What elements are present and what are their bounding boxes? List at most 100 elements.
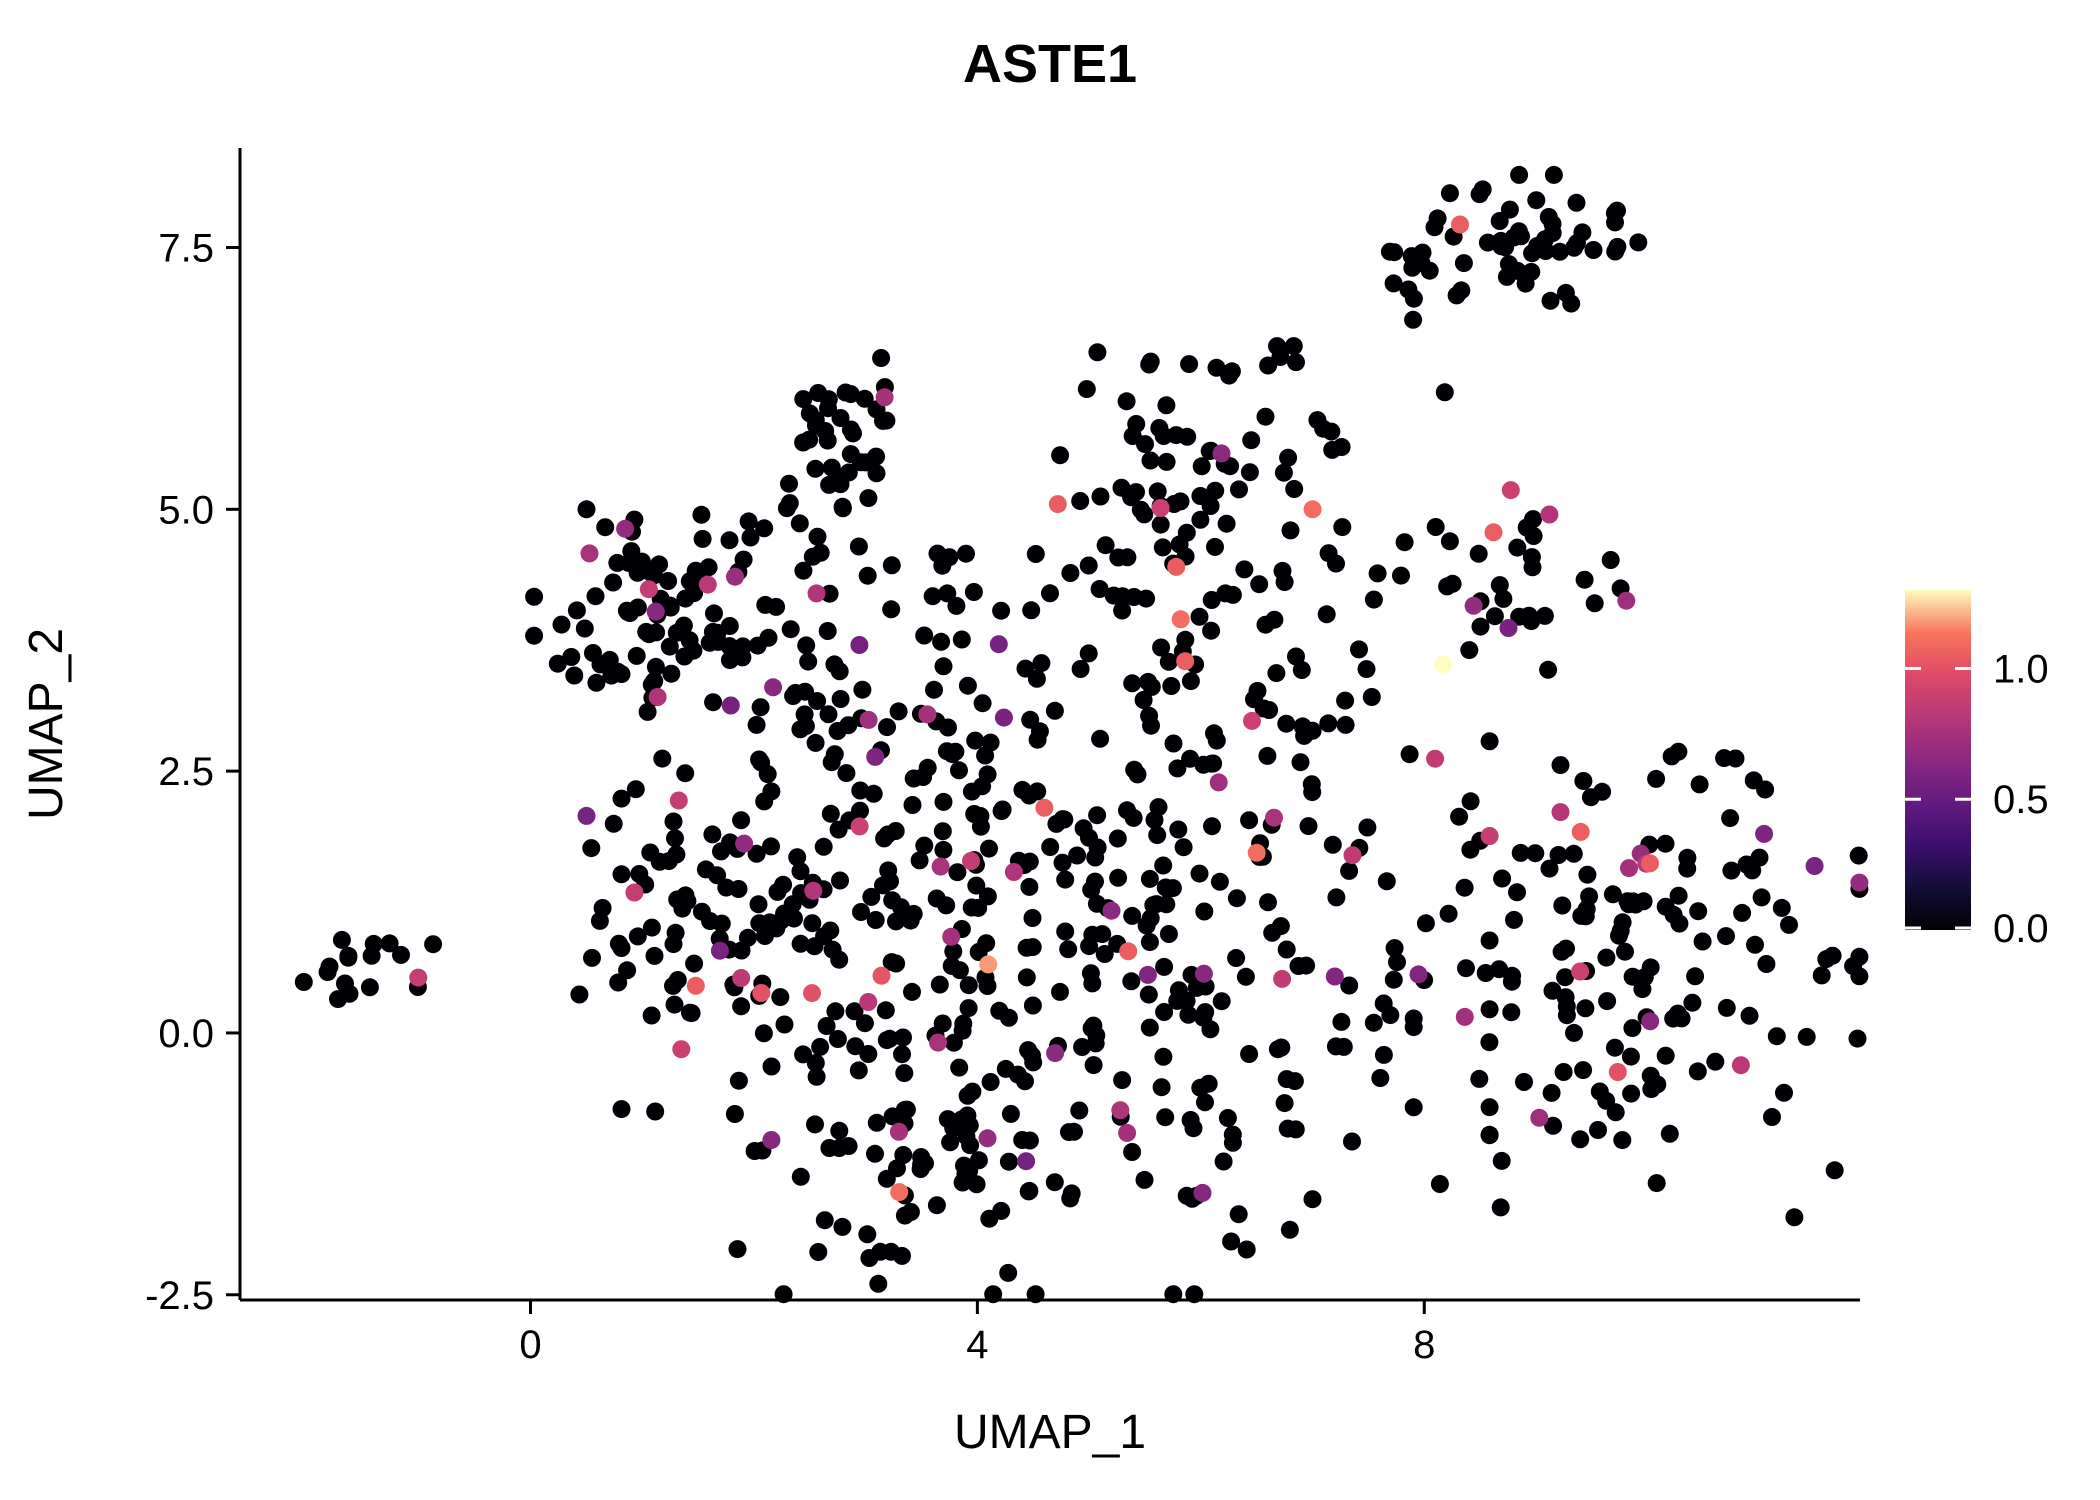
data-point [1469, 544, 1488, 563]
data-point [1635, 968, 1654, 987]
data-point [1179, 1005, 1198, 1024]
data-point [604, 814, 623, 833]
data-point [1565, 1023, 1583, 1042]
data-point [805, 937, 824, 956]
data-point [1068, 846, 1087, 865]
data-point [1740, 1006, 1759, 1025]
data-point [1016, 659, 1035, 678]
data-point [1584, 241, 1603, 259]
data-point [961, 1136, 980, 1155]
data-point [1617, 591, 1636, 610]
data-point [612, 865, 631, 884]
data-point [1656, 834, 1675, 853]
data-point [609, 934, 628, 953]
data-point [640, 562, 659, 581]
data-point [1620, 859, 1638, 878]
data-point [1277, 1070, 1296, 1089]
data-point [1141, 352, 1160, 371]
data-point [767, 919, 786, 938]
data-point [1519, 606, 1538, 625]
data-point [525, 626, 544, 645]
data-point [1848, 1029, 1867, 1048]
data-point [1618, 892, 1637, 911]
data-point [1004, 863, 1023, 881]
data-point [1844, 957, 1863, 976]
data-point [853, 680, 872, 699]
data-point [1455, 1007, 1474, 1026]
data-point [575, 619, 594, 638]
data-point [1162, 677, 1181, 695]
data-point [1717, 998, 1736, 1017]
x-axis-label: UMAP_1 [954, 1406, 1146, 1459]
data-point [1499, 619, 1518, 637]
data-point [903, 796, 922, 814]
data-point [1454, 254, 1473, 273]
data-point [1717, 927, 1735, 946]
data-point [1168, 759, 1187, 778]
data-point [1656, 1046, 1675, 1065]
data-point [1026, 545, 1045, 563]
data-point [1336, 715, 1355, 734]
data-point [1152, 1078, 1171, 1097]
data-point [648, 688, 667, 706]
data-point [794, 433, 813, 452]
data-point [1757, 955, 1776, 973]
data-point [1210, 872, 1229, 891]
data-point [791, 1167, 810, 1186]
data-point [1073, 1038, 1092, 1056]
data-point [1243, 711, 1261, 730]
data-point [821, 804, 840, 823]
data-point [1206, 537, 1224, 556]
data-point [1647, 1174, 1666, 1193]
data-point [645, 672, 664, 691]
data-point [1214, 1152, 1233, 1171]
data-point [904, 904, 923, 923]
data-point [640, 625, 658, 644]
data-point [947, 596, 966, 615]
data-point [1111, 1101, 1130, 1120]
data-point [811, 1037, 830, 1056]
data-point [1274, 463, 1293, 482]
data-point [809, 1243, 828, 1261]
data-point [1167, 557, 1186, 576]
data-point [638, 702, 657, 721]
data-point [950, 761, 968, 780]
data-point [580, 544, 599, 563]
data-point [1207, 358, 1226, 377]
data-point [932, 632, 951, 651]
data-point [866, 747, 885, 766]
data-point [1522, 548, 1541, 567]
data-point [1325, 967, 1344, 986]
data-point [1580, 887, 1599, 906]
data-point [979, 955, 998, 974]
data-point [1505, 910, 1523, 929]
data-point [818, 622, 837, 640]
data-point [612, 1100, 631, 1119]
data-point [915, 626, 934, 645]
x-tick-label: 4 [966, 1323, 988, 1367]
data-point [1426, 749, 1445, 768]
data-point [646, 602, 665, 621]
data-point [1400, 745, 1419, 764]
data-point [1721, 809, 1740, 828]
data-point [1572, 906, 1591, 925]
data-point [1688, 1062, 1707, 1081]
data-point [1202, 621, 1221, 640]
data-point [733, 648, 752, 667]
data-point [849, 537, 868, 556]
data-point [1055, 810, 1074, 829]
data-point [712, 842, 730, 861]
data-point [775, 1015, 794, 1034]
data-point [996, 1059, 1015, 1078]
data-point [1733, 903, 1752, 922]
data-point [1524, 527, 1543, 545]
data-point [726, 567, 744, 586]
data-point [888, 1159, 906, 1178]
data-point [1227, 889, 1246, 908]
data-point [942, 927, 961, 946]
data-point [1180, 355, 1199, 374]
data-point [967, 876, 986, 895]
data-point [583, 948, 601, 967]
data-point [826, 1002, 845, 1021]
data-point [1286, 1120, 1305, 1139]
